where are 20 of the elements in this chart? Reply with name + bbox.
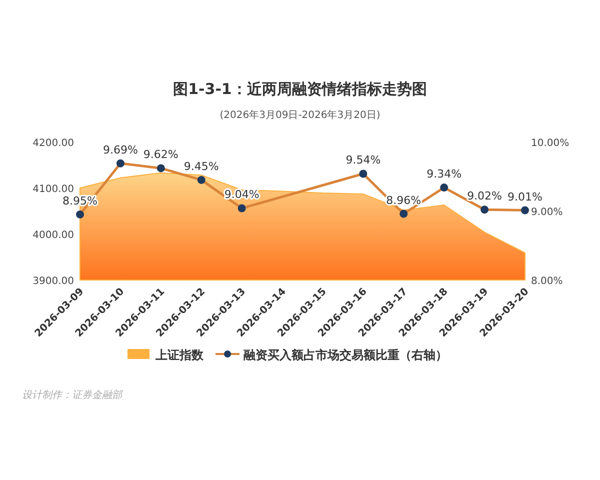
data-label: 9.69% [102,143,138,156]
chart-subtitle: (2026年3月09日-2026年3月20日) [220,109,380,121]
data-label: 9.62% [143,148,178,162]
text: 设计制作：证券金融部 [22,389,124,401]
data-label: 9.45% [184,160,219,173]
legend-label: 融资买入额占市场交易额比重（右轴） [244,348,448,362]
y-tick-label: 4100.00 [32,184,74,195]
data-label: 9.34% [426,168,462,181]
y2-tick-label: 9.00% [531,207,563,218]
chart-title: 图1-3-1：近两周融资情绪指标走势图 [173,80,427,98]
data-label: 9.01% [508,190,542,204]
y2-tick-label: 10.00% [531,138,570,149]
y-tick-label: 4000.00 [32,230,74,241]
data-label: 9.04% [224,188,260,202]
data-label: 9.02% [467,190,502,203]
legend-label: 上证指数 [154,348,204,362]
y-tick-label: 4200.00 [32,138,74,149]
y-tick-label: 3900.00 [32,276,74,287]
data-label: 9.54% [346,154,381,167]
y2-tick-label: 8.00% [531,276,563,287]
